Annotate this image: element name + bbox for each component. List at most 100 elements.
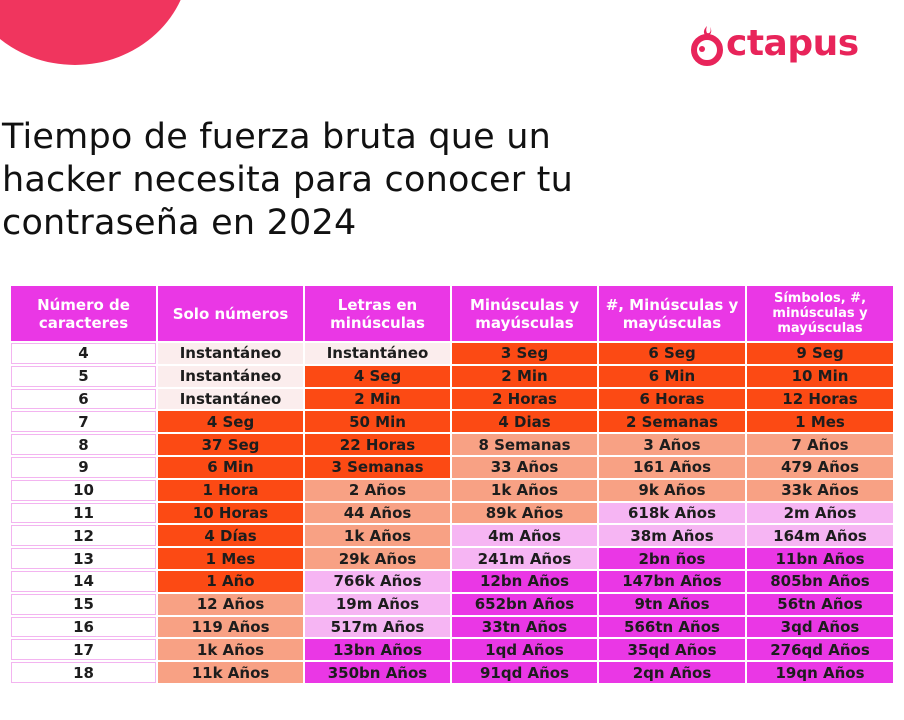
table-cell: 1 Mes — [747, 411, 893, 433]
table-cell: 119 Años — [158, 616, 303, 638]
table-cell: 1 Hora — [158, 479, 303, 501]
table-cell: 4 Seg — [305, 365, 450, 387]
cell-chars: 18 — [11, 662, 156, 683]
cell-chars: 8 — [11, 434, 156, 455]
table-cell: 241m Años — [452, 548, 597, 569]
table-cell: 164m Años — [747, 525, 893, 547]
table-cell: 2 Horas — [452, 388, 597, 410]
table-cell: 517m Años — [305, 616, 450, 638]
title-line-2: hacker necesita para conocer tu — [2, 160, 573, 200]
cell-chars: 16 — [11, 616, 156, 638]
table-cell: 38m Años — [599, 525, 745, 547]
table-cell: Instantáneo — [305, 343, 450, 364]
table-cell: 3 Años — [599, 434, 745, 455]
cell-chars: 6 — [11, 388, 156, 410]
table-cell: 2 Años — [305, 479, 450, 501]
table-cell: 3 Semanas — [305, 456, 450, 478]
table-cell: 350bn Años — [305, 662, 450, 683]
cell-chars: 15 — [11, 593, 156, 615]
cell-chars: 4 — [11, 343, 156, 364]
table-cell: 2bn ños — [599, 548, 745, 569]
table-cell: 6 Seg — [599, 343, 745, 364]
table-cell: 13bn Años — [305, 639, 450, 661]
cell-chars: 17 — [11, 639, 156, 661]
table-cell: Instantáneo — [158, 365, 303, 387]
table-cell: 276qd Años — [747, 639, 893, 661]
table-cell: 2qn Años — [599, 662, 745, 683]
table-cell: 35qd Años — [599, 639, 745, 661]
table-cell: 33tn Años — [452, 616, 597, 638]
table-cell: 805bn Años — [747, 570, 893, 592]
table-cell: 12 Horas — [747, 388, 893, 410]
table-cell: 1k Años — [305, 525, 450, 547]
table-row: 4 Instantáneo Instantáneo 3 Seg 6 Seg 9 … — [11, 343, 893, 364]
cell-chars: 11 — [11, 502, 156, 524]
table-cell: 37 Seg — [158, 434, 303, 455]
table-cell: 6 Min — [599, 365, 745, 387]
table-cell: 566tn Años — [599, 616, 745, 638]
table-cell: 44 Años — [305, 502, 450, 524]
table-cell: 33 Años — [452, 456, 597, 478]
table-cell: 91qd Años — [452, 662, 597, 683]
table-cell: 1 Año — [158, 570, 303, 592]
cell-chars: 12 — [11, 525, 156, 547]
table-row: 17 1k Años 13bn Años 1qd Años 35qd Años … — [11, 639, 893, 661]
title-line-1: Tiempo de fuerza bruta que un — [2, 117, 551, 157]
cell-chars: 7 — [11, 411, 156, 433]
octopus-logo-icon — [691, 26, 723, 66]
table-row: 16 119 Años 517m Años 33tn Años 566tn Añ… — [11, 616, 893, 638]
table-row: 8 37 Seg 22 Horas 8 Semanas 3 Años 7 Año… — [11, 434, 893, 455]
header-lowercase: Letras en minúsculas — [305, 286, 450, 341]
table-cell: 2 Min — [305, 388, 450, 410]
table-cell: 1k Años — [158, 639, 303, 661]
table-row: 12 4 Días 1k Años 4m Años 38m Años 164m … — [11, 525, 893, 547]
table-cell: 56tn Años — [747, 593, 893, 615]
table-cell: 479 Años — [747, 456, 893, 478]
table-cell: 33k Años — [747, 479, 893, 501]
table-cell: 6 Min — [158, 456, 303, 478]
cell-chars: 13 — [11, 548, 156, 569]
cell-chars: 10 — [11, 479, 156, 501]
table-cell: 9 Seg — [747, 343, 893, 364]
corner-decoration — [0, 0, 190, 65]
table-cell: 161 Años — [599, 456, 745, 478]
table-row: 11 10 Horas 44 Años 89k Años 618k Años 2… — [11, 502, 893, 524]
table-cell: 4 Días — [158, 525, 303, 547]
table-cell: 29k Años — [305, 548, 450, 569]
table-cell: 4 Dias — [452, 411, 597, 433]
table-cell: 2 Semanas — [599, 411, 745, 433]
header-symbols-all: Símbolos, #, minúsculas y mayúsculas — [747, 286, 893, 341]
header-mixed-case: Minúsculas y mayúsculas — [452, 286, 597, 341]
table-cell: 19m Años — [305, 593, 450, 615]
header-numbers: Solo números — [158, 286, 303, 341]
table-cell: 12 Años — [158, 593, 303, 615]
table-cell: 11k Años — [158, 662, 303, 683]
brand-logo: ctapus — [688, 22, 859, 66]
table-cell: 3qd Años — [747, 616, 893, 638]
table-cell: 19qn Años — [747, 662, 893, 683]
cell-chars: 5 — [11, 365, 156, 387]
table-cell: 8 Semanas — [452, 434, 597, 455]
table-cell: 9k Años — [599, 479, 745, 501]
table-cell: 1 Mes — [158, 548, 303, 569]
table-cell: Instantáneo — [158, 343, 303, 364]
table-cell: 10 Horas — [158, 502, 303, 524]
table-cell: Instantáneo — [158, 388, 303, 410]
table-cell: 50 Min — [305, 411, 450, 433]
table-row: 15 12 Años 19m Años 652bn Años 9tn Años … — [11, 593, 893, 615]
cell-chars: 9 — [11, 456, 156, 478]
header-chars: Número de caracteres — [11, 286, 156, 341]
table-cell: 4 Seg — [158, 411, 303, 433]
table-cell: 618k Años — [599, 502, 745, 524]
title-line-3: contraseña en 2024 — [2, 203, 357, 243]
page-title: Tiempo de fuerza bruta que un hacker nec… — [2, 116, 762, 245]
table-cell: 3 Seg — [452, 343, 597, 364]
table-row: 7 4 Seg 50 Min 4 Dias 2 Semanas 1 Mes — [11, 411, 893, 433]
table-cell: 6 Horas — [599, 388, 745, 410]
table-cell: 2m Años — [747, 502, 893, 524]
table-cell: 147bn Años — [599, 570, 745, 592]
table-cell: 9tn Años — [599, 593, 745, 615]
table-row: 6 Instantáneo 2 Min 2 Horas 6 Horas 12 H… — [11, 388, 893, 410]
table-row: 18 11k Años 350bn Años 91qd Años 2qn Año… — [11, 662, 893, 683]
table-cell: 22 Horas — [305, 434, 450, 455]
